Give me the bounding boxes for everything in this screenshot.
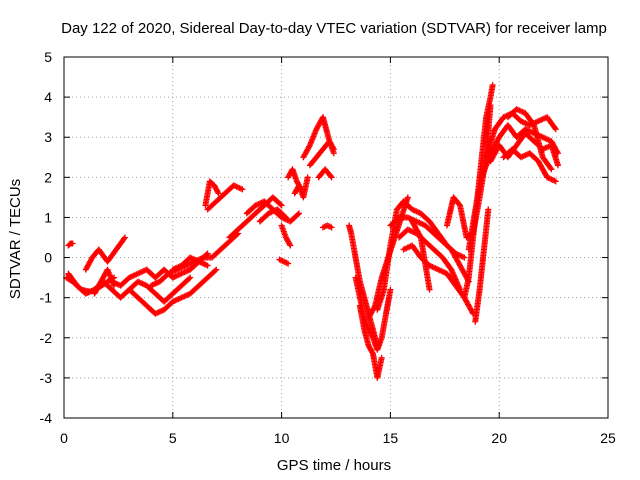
axis-ticks: 0 5 10 15 20 25 -4 -3 -2 -1 0 1 2 3 4 5 <box>40 49 616 446</box>
data-point <box>282 214 289 221</box>
x-tick-label: 10 <box>274 430 290 446</box>
plot-frame <box>63 56 609 419</box>
data-point <box>327 173 334 180</box>
data-point <box>187 274 194 281</box>
data-point <box>461 254 468 261</box>
chart-title: Day 122 of 2020, Sidereal Day-to-day VTE… <box>61 20 607 37</box>
data-point <box>552 126 559 133</box>
data-point <box>378 354 385 361</box>
data-point <box>328 224 335 231</box>
data-point <box>369 333 376 340</box>
data-point <box>286 241 293 248</box>
y-tick-label: 2 <box>44 169 52 185</box>
x-tick-label: 20 <box>491 430 507 446</box>
data-point <box>306 143 313 150</box>
y-tick-label: 5 <box>44 49 52 65</box>
data-point <box>204 262 211 269</box>
y-axis-label: SDTVAR / TECUs <box>7 179 24 299</box>
data-point <box>404 194 411 201</box>
y-tick-label: 0 <box>44 250 52 266</box>
y-tick-label: -2 <box>40 330 53 346</box>
data-point <box>215 190 222 197</box>
data-point <box>369 349 376 356</box>
data-point <box>296 210 303 217</box>
x-axis-label: GPS time / hours <box>277 457 391 474</box>
data-point <box>530 120 537 127</box>
data-point <box>213 266 220 273</box>
data-marks <box>63 82 561 381</box>
data-point <box>69 240 76 247</box>
data-point <box>186 275 193 282</box>
y-tick-label: -1 <box>40 290 53 306</box>
data-point <box>330 146 337 153</box>
y-tick-label: -4 <box>40 410 53 426</box>
data-point <box>239 186 246 193</box>
data-point <box>489 82 496 89</box>
data-point <box>212 267 219 274</box>
data-point <box>121 234 128 241</box>
data-point <box>281 213 288 220</box>
data-point <box>304 174 311 181</box>
data-point <box>278 202 285 209</box>
data-point <box>330 144 337 151</box>
x-tick-label: 0 <box>60 430 68 446</box>
data-point <box>456 201 463 208</box>
x-tick-label: 5 <box>169 430 177 446</box>
y-tick-label: 1 <box>44 209 52 225</box>
data-point <box>277 201 284 208</box>
y-tick-label: -3 <box>40 370 53 386</box>
data-point <box>387 286 394 293</box>
x-tick-label: 25 <box>600 430 616 446</box>
data-point <box>552 178 559 185</box>
data-point <box>294 211 301 218</box>
data-point <box>551 124 558 131</box>
data-point <box>554 162 561 169</box>
y-tick-label: 4 <box>44 89 52 105</box>
data-point <box>417 233 424 240</box>
data-point <box>426 286 433 293</box>
data-point <box>121 235 128 242</box>
data-point <box>214 189 221 196</box>
data-point <box>485 206 492 213</box>
y-tick-label: 3 <box>44 129 52 145</box>
data-point <box>328 174 335 181</box>
data-point <box>287 242 294 249</box>
data-point <box>547 165 554 172</box>
x-tick-label: 15 <box>383 430 399 446</box>
data-point <box>285 260 292 267</box>
grid <box>64 57 608 418</box>
data-point <box>548 166 555 173</box>
